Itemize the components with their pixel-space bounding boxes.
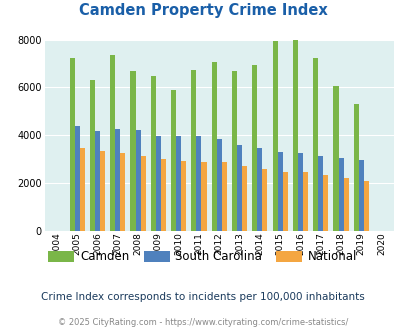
Legend: Camden, South Carolina, National: Camden, South Carolina, National	[43, 246, 362, 268]
Bar	[79, 148, 85, 231]
Bar	[231, 71, 237, 231]
Bar	[297, 153, 302, 231]
Bar	[69, 58, 75, 231]
Bar	[272, 41, 277, 231]
Bar	[302, 172, 307, 231]
Bar	[216, 140, 221, 231]
Bar	[312, 57, 318, 231]
Bar	[201, 162, 206, 231]
Bar	[353, 104, 358, 231]
Bar	[241, 166, 247, 231]
Text: Camden Property Crime Index: Camden Property Crime Index	[79, 3, 326, 18]
Bar	[130, 71, 135, 231]
Bar	[160, 159, 166, 231]
Bar	[135, 130, 140, 231]
Bar	[282, 172, 287, 231]
Bar	[221, 162, 226, 231]
Bar	[211, 62, 216, 231]
Bar	[150, 76, 156, 231]
Text: Crime Index corresponds to incidents per 100,000 inhabitants: Crime Index corresponds to incidents per…	[41, 292, 364, 302]
Bar	[156, 137, 160, 231]
Bar	[95, 130, 100, 231]
Bar	[257, 148, 262, 231]
Bar	[176, 136, 181, 231]
Bar	[90, 80, 95, 231]
Bar	[338, 158, 343, 231]
Bar	[140, 156, 145, 231]
Bar	[318, 156, 322, 231]
Bar	[196, 137, 201, 231]
Bar	[181, 161, 186, 231]
Bar	[75, 126, 79, 231]
Bar	[363, 181, 368, 231]
Bar	[343, 178, 348, 231]
Text: © 2025 CityRating.com - https://www.cityrating.com/crime-statistics/: © 2025 CityRating.com - https://www.city…	[58, 318, 347, 327]
Bar	[171, 90, 176, 231]
Bar	[322, 175, 328, 231]
Bar	[110, 55, 115, 231]
Bar	[120, 153, 125, 231]
Bar	[115, 129, 120, 231]
Bar	[333, 86, 338, 231]
Bar	[277, 152, 282, 231]
Bar	[252, 65, 257, 231]
Bar	[358, 160, 363, 231]
Bar	[191, 70, 196, 231]
Bar	[100, 151, 105, 231]
Bar	[262, 169, 267, 231]
Bar	[292, 40, 297, 231]
Bar	[237, 145, 241, 231]
